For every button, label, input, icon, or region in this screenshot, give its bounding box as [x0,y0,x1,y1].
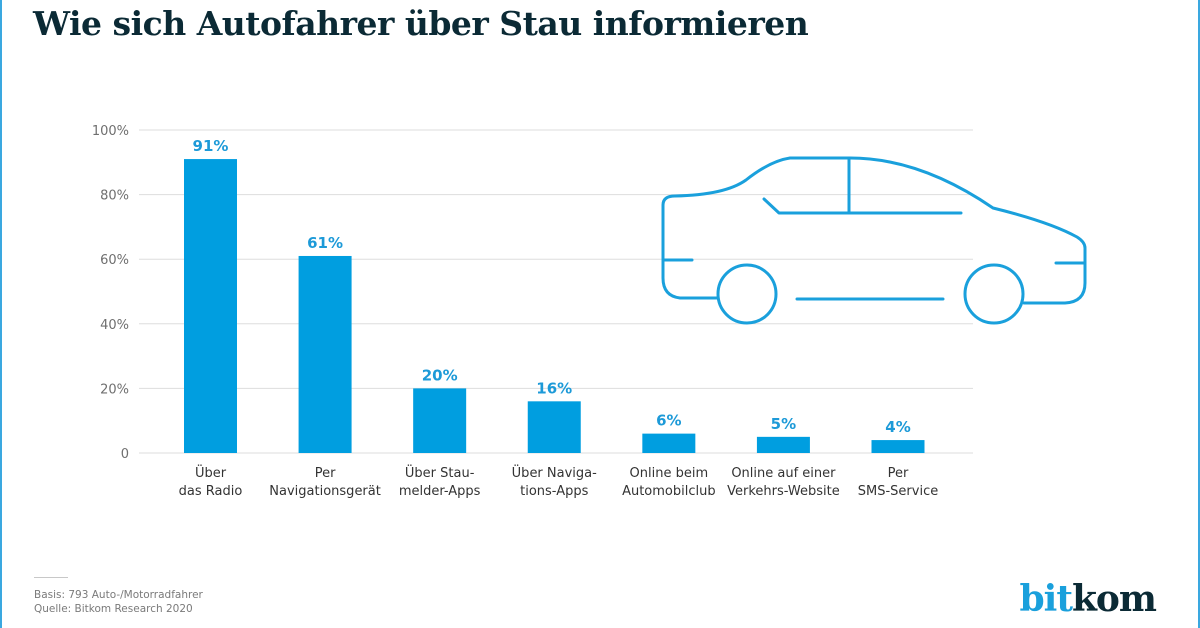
car-icon [661,156,1087,325]
bar [756,436,810,453]
category-label: Per SMS-Service [858,466,938,499]
bar [184,159,237,453]
category-label-line: Über Stau- [405,464,475,481]
data-label: 20% [422,366,458,384]
y-tick-label: 60% [100,253,129,268]
category-label-line: tions-Apps [520,484,588,499]
bar [298,255,352,453]
bar [642,433,696,453]
category-label: Über Stau-melder-Apps [399,464,481,499]
category-label: Über das Radio [179,464,243,499]
y-axis-ticks: 0 20% 40% 60% 80% 100% [92,124,129,462]
logo-part-kom: kom [1071,578,1157,620]
category-label-line: das Radio [179,484,243,499]
category-label-line: SMS-Service [858,484,938,499]
category-label-line: Verkehrs-Website [727,484,840,499]
y-tick-label: 80% [100,189,129,204]
category-label-line: Per [888,466,909,481]
category-label-line: Online auf einer [731,466,836,481]
category-label: Online auf einer Verkehrs-Website [727,466,840,499]
basis-note: Basis: 793 Auto-/Motorradfahrer [34,589,203,601]
category-label-line: melder-Apps [399,484,481,499]
bar [413,388,467,453]
category-label: Online beim Automobilclub [622,466,716,499]
data-label: 91% [193,137,229,155]
data-label: 61% [307,234,343,252]
bars [184,159,925,453]
category-label-line: Über Naviga- [512,464,597,481]
source-note: Quelle: Bitkom Research 2020 [34,603,193,615]
category-label-line: Online beim [630,466,709,481]
y-tick-label: 100% [92,124,129,139]
category-labels: Über das Radio Per Navigationsgerät Über Sta… [179,464,939,499]
footer-notes: Basis: 793 Auto-/Motorradfahrer Quelle: … [34,588,203,616]
left-border [0,0,2,628]
category-label-line: Automobilclub [622,484,716,499]
footer-divider [34,577,68,578]
bar [527,401,581,453]
y-tick-label: 0 [121,447,129,462]
chart-title: Wie sich Autofahrer über Stau informiere… [33,4,809,43]
y-tick-label: 20% [100,382,129,397]
category-label: Über Naviga-tions-Apps [512,464,597,499]
data-label: 4% [885,418,910,436]
category-label-line: Per [315,466,336,481]
y-tick-label: 40% [100,318,129,333]
category-label: Per Navigationsgerät [269,466,381,499]
category-label-line: Navigationsgerät [269,484,381,499]
category-label-line: Über [195,464,227,481]
bar [871,440,925,453]
bitkom-logo: bitkom [1019,578,1157,620]
logo-part-bit: bit [1019,578,1072,620]
data-label: 6% [656,412,681,430]
right-border [1198,0,1200,628]
data-label: 16% [536,379,572,397]
data-label: 5% [771,415,796,433]
data-labels: 91% 61% 20% 16% 6% 5% 4% [193,137,911,436]
